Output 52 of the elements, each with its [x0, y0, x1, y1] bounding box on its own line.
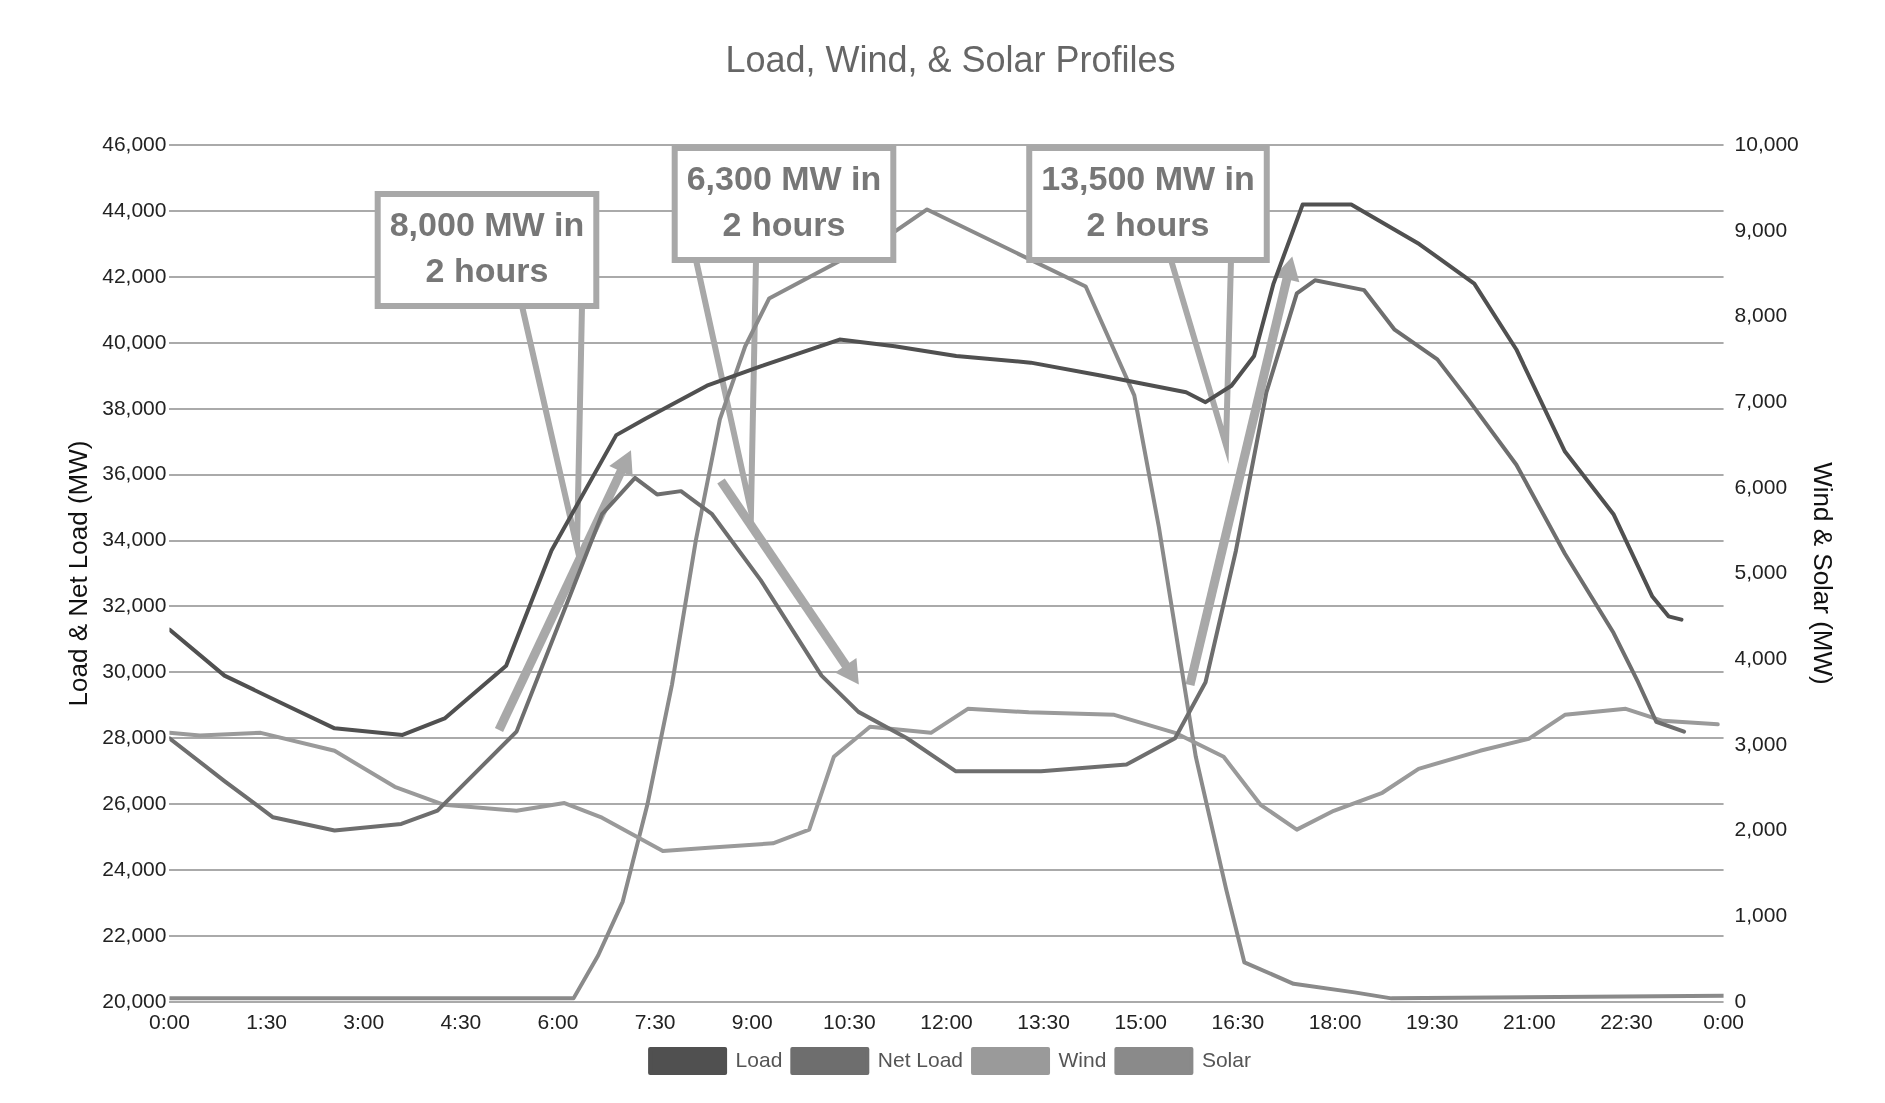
y-tick-label: 34,000: [102, 527, 167, 551]
x-tick-label: 12:00: [920, 1010, 973, 1034]
legend-label: Wind: [1058, 1047, 1107, 1071]
y-tick-label: 40,000: [102, 329, 167, 353]
y-tick-label: 24,000: [102, 856, 167, 880]
x-tick-label: 19:30: [1405, 1010, 1459, 1034]
y-tick-label: 46,000: [102, 132, 167, 155]
x-tick-label: 6:00: [537, 1010, 579, 1034]
x-tick-label: 22:30: [1600, 1010, 1653, 1034]
annotation: 6,300 MW in 2 hours: [686, 159, 882, 244]
x-tick-label: 18:00: [1308, 1010, 1362, 1034]
x-tick-label: 13:30: [1017, 1010, 1070, 1034]
y2-tick-label: 9,000: [1734, 217, 1788, 241]
y-axis-title: Load & Net Load (MW): [62, 440, 93, 707]
legend-label: Load: [735, 1047, 783, 1071]
y-tick-label: 30,000: [102, 659, 167, 683]
y-tick-label: 36,000: [102, 461, 167, 485]
y-tick-label: 42,000: [102, 263, 167, 287]
x-tick-label: 7:30: [634, 1010, 676, 1034]
x-tick-label: 0:00: [1703, 1010, 1745, 1034]
y2-tick-label: 6,000: [1734, 474, 1788, 498]
y2-tick-label: 8,000: [1734, 303, 1788, 327]
y-tick-label: 44,000: [102, 197, 167, 221]
annotation: 13,500 MW in 2 hours: [1041, 159, 1255, 244]
y2-tick-label: 7,000: [1734, 388, 1788, 412]
x-tick-label: 15:00: [1114, 1010, 1168, 1034]
y-tick-label: 32,000: [102, 593, 167, 617]
y-tick-label: 28,000: [102, 725, 167, 749]
y2-tick-label: 2,000: [1734, 817, 1788, 841]
y-tick-label: 22,000: [102, 922, 167, 946]
x-tick-label: 4:30: [440, 1010, 482, 1034]
y-tick-label: 20,000: [102, 988, 167, 1012]
y2-axis-title: Wind & Solar (MW): [1808, 462, 1839, 685]
y2-tick-label: 1,000: [1734, 902, 1788, 926]
x-tick-label: 0:00: [148, 1010, 190, 1034]
y2-tick-label: 0: [1734, 988, 1747, 1012]
y2-tick-label: 5,000: [1734, 560, 1788, 584]
y2-tick-label: 4,000: [1734, 645, 1788, 669]
y2-tick-label: 3,000: [1734, 731, 1788, 755]
x-tick-label: 16:30: [1211, 1010, 1265, 1034]
y-tick-label: 38,000: [102, 395, 167, 419]
x-tick-label: 9:00: [731, 1010, 773, 1034]
y-tick-label: 26,000: [102, 790, 167, 814]
x-tick-label: 1:30: [246, 1010, 287, 1034]
annotation: 8,000 MW in 2 hours: [389, 205, 585, 290]
chart-title: Load, Wind, & Solar Profiles: [725, 38, 1176, 80]
x-tick-label: 3:00: [343, 1010, 385, 1034]
legend-label: Net Load: [877, 1047, 964, 1071]
x-tick-label: 21:00: [1503, 1010, 1556, 1034]
legend-label: Solar: [1201, 1047, 1251, 1071]
y2-tick-label: 10,000: [1734, 132, 1799, 155]
x-tick-label: 10:30: [823, 1010, 876, 1034]
